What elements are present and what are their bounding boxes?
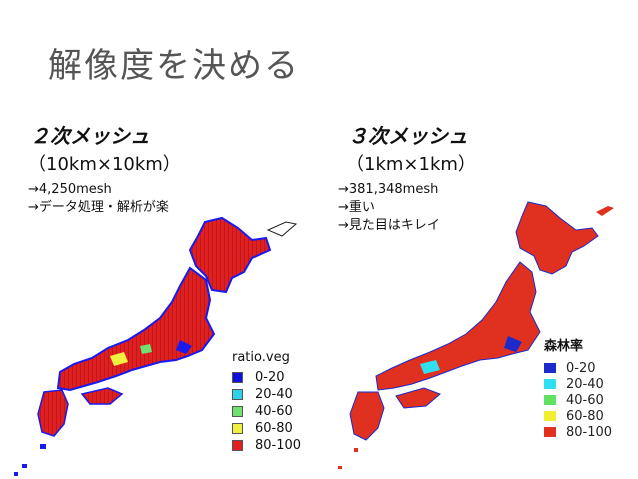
left-note-processing: →データ処理・解析が楽 xyxy=(28,200,169,215)
right-legend-label: 0-20 xyxy=(566,360,596,376)
right-legend-label: 20-40 xyxy=(566,376,604,392)
right-map-kyushu xyxy=(338,391,385,469)
left-legend-label: 0-20 xyxy=(255,370,285,385)
slide-title: 解像度を決める xyxy=(48,46,300,86)
right-legend: 森林率 0-20 20-40 40-60 60-80 80-100 xyxy=(544,335,612,440)
right-legend-swatch xyxy=(544,411,556,421)
left-legend-label: 40-60 xyxy=(255,404,293,419)
right-legend-entry: 0-20 xyxy=(544,360,612,376)
right-legend-entry: 40-60 xyxy=(544,392,612,408)
left-legend-label: 20-40 xyxy=(255,387,293,402)
right-resolution: （1km×1km） xyxy=(346,154,476,175)
left-legend-entry: 80-100 xyxy=(232,437,301,454)
left-notes: →4,250mesh →データ処理・解析が楽 xyxy=(28,181,169,217)
left-legend: ratio.veg 0-20 20-40 40-60 60-80 80-100 xyxy=(232,350,301,454)
left-map-hokkaido xyxy=(188,216,298,294)
right-legend-swatch xyxy=(544,379,556,389)
right-legend-label: 40-60 xyxy=(566,392,604,408)
right-legend-entry: 20-40 xyxy=(544,376,612,392)
left-note-mesh-count: →4,250mesh xyxy=(28,182,112,197)
left-heading: ２次メッシュ xyxy=(30,124,150,148)
left-legend-label: 60-80 xyxy=(255,421,293,436)
right-note-mesh-count: →381,348mesh xyxy=(338,182,439,197)
right-legend-label: 60-80 xyxy=(566,408,604,424)
left-legend-swatch xyxy=(232,406,243,417)
right-legend-swatch xyxy=(544,427,556,437)
left-map-shikoku xyxy=(80,387,124,405)
right-notes: →381,348mesh →重い →見た目はキレイ xyxy=(338,181,440,235)
left-legend-title: ratio.veg xyxy=(232,350,290,365)
left-legend-label: 80-100 xyxy=(255,438,302,453)
right-legend-swatch xyxy=(544,395,556,405)
left-legend-entry: 60-80 xyxy=(232,420,301,437)
right-legend-entry: 80-100 xyxy=(544,424,612,440)
left-map-honshu xyxy=(56,266,216,392)
right-note-appearance: →見た目はキレイ xyxy=(338,218,440,233)
right-legend-swatch xyxy=(544,363,556,373)
left-legend-swatch xyxy=(232,372,243,383)
right-map-honshu xyxy=(375,261,541,391)
left-legend-swatch xyxy=(232,440,243,451)
right-heading: ３次メッシュ xyxy=(348,124,468,148)
left-map-kyushu xyxy=(14,389,69,476)
left-resolution: （10km×10km） xyxy=(28,154,181,175)
left-legend-swatch xyxy=(232,389,243,400)
right-map-hokkaido xyxy=(515,201,614,275)
right-legend-label: 80-100 xyxy=(566,424,613,440)
left-legend-entry: 40-60 xyxy=(232,403,301,420)
right-legend-entry: 60-80 xyxy=(544,408,612,424)
left-legend-entry: 20-40 xyxy=(232,386,301,403)
left-legend-swatch xyxy=(232,423,243,434)
right-legend-title: 森林率 xyxy=(544,339,584,354)
right-map-shikoku xyxy=(395,387,441,409)
left-legend-entry: 0-20 xyxy=(232,369,301,386)
right-note-heavy: →重い xyxy=(338,200,375,215)
